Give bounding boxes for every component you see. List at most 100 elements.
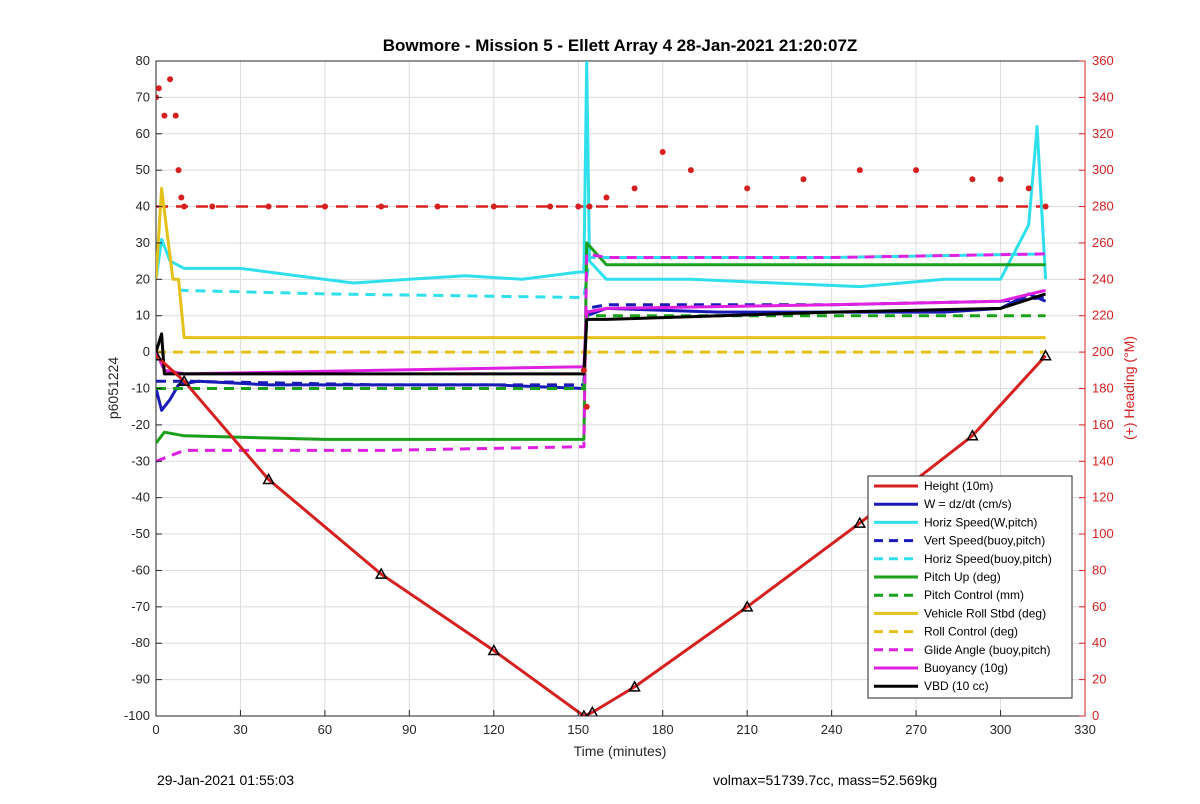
footer-timestamp: 29-Jan-2021 01:55:03 xyxy=(157,772,294,788)
heading-point xyxy=(580,367,587,374)
heading-point xyxy=(156,85,162,92)
height-marker xyxy=(740,600,754,612)
legend-label: Vert Speed(buoy,pitch) xyxy=(924,534,1045,548)
height-marker xyxy=(853,516,867,528)
heading-point xyxy=(603,194,610,201)
y-tick-label: -90 xyxy=(131,672,150,687)
series-line-horiz-speed-buoy-pitch xyxy=(178,252,1046,299)
heading-point xyxy=(167,76,174,83)
series-group xyxy=(156,61,1052,716)
y-tick-label: 80 xyxy=(136,53,150,68)
heading-point xyxy=(659,148,666,155)
heading-point xyxy=(856,167,863,174)
series-line-horiz-speed-w-pitch xyxy=(156,61,1048,289)
height-marker xyxy=(487,643,501,656)
y2-tick-label: 220 xyxy=(1092,308,1114,323)
y2-tick-label: 300 xyxy=(1092,162,1114,177)
y-tick-label: -60 xyxy=(131,562,150,577)
y2-tick-label: 240 xyxy=(1092,271,1114,286)
heading-point xyxy=(547,203,554,210)
y2-tick-label: 100 xyxy=(1092,526,1114,541)
x-tick-label: 210 xyxy=(736,722,758,737)
heading-point xyxy=(586,203,593,210)
heading-point xyxy=(321,203,328,210)
y-axis-label: p6051224 xyxy=(105,357,121,420)
y-tick-label: -10 xyxy=(131,381,150,396)
height-marker xyxy=(580,709,588,716)
legend-label: Height (10m) xyxy=(924,479,993,493)
x-tick-label: 330 xyxy=(1074,722,1096,737)
legend-label: Horiz Speed(buoy,pitch) xyxy=(924,552,1052,566)
x-tick-label: 60 xyxy=(318,722,332,737)
y-tick-label: -20 xyxy=(131,417,150,432)
y2-tick-label: 320 xyxy=(1092,126,1114,141)
y2-tick-label: 180 xyxy=(1092,381,1114,396)
y2-tick-label: 260 xyxy=(1092,235,1114,250)
y2-tick-label: 200 xyxy=(1092,344,1114,359)
heading-point xyxy=(161,112,168,119)
heading-point xyxy=(175,167,182,174)
heading-point xyxy=(434,203,441,210)
y2-tick-label: 280 xyxy=(1092,199,1114,214)
footer-volmax-mass: volmax=51739.7cc, mass=52.569kg xyxy=(713,772,938,788)
x-tick-label: 300 xyxy=(990,722,1012,737)
y2-tick-label: 360 xyxy=(1092,53,1114,68)
y2-tick-label: 60 xyxy=(1092,599,1106,614)
heading-point xyxy=(209,203,216,210)
legend-label: W = dz/dt (cm/s) xyxy=(924,497,1012,511)
x-tick-label: 120 xyxy=(483,722,505,737)
x-tick-label: 90 xyxy=(402,722,416,737)
y2-tick-label: 120 xyxy=(1092,490,1114,505)
height-marker xyxy=(177,374,191,386)
legend-label: Pitch Control (mm) xyxy=(924,588,1024,602)
height-marker xyxy=(374,567,388,579)
y-tick-label: 50 xyxy=(136,162,150,177)
y-tick-label: 10 xyxy=(136,308,150,323)
height-marker xyxy=(966,429,979,441)
series-line-buoyancy-10g xyxy=(156,288,1046,376)
height-marker xyxy=(156,349,163,361)
y2-tick-label: 20 xyxy=(1092,672,1106,687)
x-axis-label: Time (minutes) xyxy=(574,743,667,759)
heading-point xyxy=(744,185,751,192)
heading-point xyxy=(378,203,385,210)
y-tick-label: -100 xyxy=(124,708,150,723)
y-tick-label: 40 xyxy=(136,199,150,214)
heading-point xyxy=(969,176,976,183)
legend-label: Horiz Speed(W,pitch) xyxy=(924,515,1037,529)
height-marker xyxy=(586,705,599,716)
legend-label: Vehicle Roll Stbd (deg) xyxy=(924,606,1046,620)
legend-box xyxy=(867,475,1073,699)
legend-label: Roll Control (deg) xyxy=(924,625,1018,639)
y-tick-label: 30 xyxy=(136,235,150,250)
heading-point xyxy=(181,203,188,210)
heading-point xyxy=(265,203,272,210)
y-tick-label: 20 xyxy=(136,271,150,286)
heading-point xyxy=(178,194,185,201)
legend-label: Buoyancy (10g) xyxy=(924,661,1008,675)
chart-title: Bowmore - Mission 5 - Ellett Array 4 28-… xyxy=(383,36,858,55)
height-marker xyxy=(1039,349,1052,361)
series-line-vert-speed-buoy-pitch xyxy=(156,296,1046,387)
heading-point xyxy=(575,203,582,210)
legend: Height (10m) W = dz/dt (cm/s) Horiz Speed(… xyxy=(867,475,1073,699)
y-tick-label: -70 xyxy=(131,599,150,614)
legend-label: Pitch Up (deg) xyxy=(924,570,1001,584)
x-tick-label: 0 xyxy=(152,722,159,737)
heading-point xyxy=(997,176,1004,183)
x-tick-label: 180 xyxy=(652,722,674,737)
y-tick-label: 70 xyxy=(136,89,150,104)
x-tick-label: 240 xyxy=(821,722,843,737)
y2-tick-label: 0 xyxy=(1092,708,1099,723)
y-tick-label: -30 xyxy=(131,453,150,468)
heading-point xyxy=(631,185,638,192)
y-tick-label: 0 xyxy=(143,344,150,359)
series-line-vehicle-roll-stbd-deg xyxy=(156,186,1046,340)
x-tick-label: 30 xyxy=(233,722,247,737)
series-layer xyxy=(156,61,1052,716)
y-tick-label: -50 xyxy=(131,526,150,541)
x-tick-label: 270 xyxy=(905,722,927,737)
heading-point xyxy=(800,176,807,183)
heading-point xyxy=(1025,185,1032,192)
y-tick-label: 60 xyxy=(136,126,150,141)
